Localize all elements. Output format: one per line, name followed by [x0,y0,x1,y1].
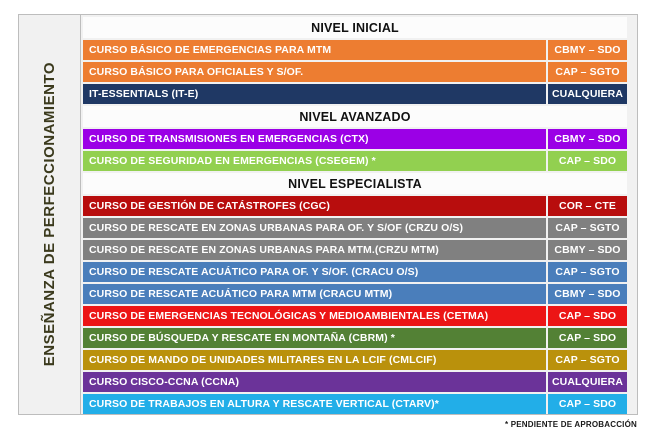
course-row: CURSO DE TRANSMISIONES EN EMERGENCIAS (C… [83,129,627,149]
course-row: CURSO DE RESCATE EN ZONAS URBANAS PARA O… [83,218,627,238]
course-row: CURSO DE GESTIÓN DE CATÁSTROFES (CGC) COR… [83,196,627,216]
course-row: CURSO DE BÚSQUEDA Y RESCATE EN MONTAÑA (… [83,328,627,348]
course-name-cell: CURSO DE RESCATE ACUÁTICO PARA OF. Y S/O… [83,262,546,282]
course-grade-cell: CAP – SDO [548,394,627,414]
course-name-cell: CURSO DE EMERGENCIAS TECNOLÓGICAS Y MEDI… [83,306,546,326]
level-header: NIVEL ESPECIALISTA [83,173,627,194]
course-name-cell: IT-ESSENTIALS (IT-E) [83,84,546,104]
rows-container: NIVEL INICIAL CURSO BÁSICO DE EMERGENCIAS… [81,15,637,414]
course-name-cell: CURSO DE RESCATE EN ZONAS URBANAS PARA O… [83,218,546,238]
course-name-cell: CURSO DE SEGURIDAD EN EMERGENCIAS (CSEGE… [83,151,546,171]
course-grade-cell: CAP – SGTO [548,62,627,82]
course-name-cell: CURSO BÁSICO PARA OFICIALES Y S/OF. [83,62,546,82]
course-grade-cell: CUALQUIERA [548,84,627,104]
sidebar: ENSEÑANZA DE PERFECCIONAMIENTO [19,15,81,414]
course-grade-cell: CBMY – SDO [548,40,627,60]
pending-approval-footnote: * PENDIENTE DE APROBACCIÓN [504,420,637,429]
course-row: CURSO BÁSICO PARA OFICIALES Y S/OF. CAP –… [83,62,627,82]
course-name-cell: CURSO DE TRANSMISIONES EN EMERGENCIAS (C… [83,129,546,149]
course-grade-cell: CUALQUIERA [548,372,627,392]
sidebar-vertical-title: ENSEÑANZA DE PERFECCIONAMIENTO [41,62,58,367]
course-grade-cell: CBMY – SDO [548,284,627,304]
course-row: CURSO DE MANDO DE UNIDADES MILITARES EN … [83,350,627,370]
course-name-cell: CURSO CISCO-CCNA (CCNA) [83,372,546,392]
course-grade-cell: COR – CTE [548,196,627,216]
course-row: IT-ESSENTIALS (IT-E) CUALQUIERA [83,84,627,104]
course-row: CURSO DE SEGURIDAD EN EMERGENCIAS (CSEGE… [83,151,627,171]
level-header: NIVEL AVANZADO [83,106,627,127]
course-grade-cell: CAP – SGTO [548,350,627,370]
course-name-cell: CURSO DE RESCATE EN ZONAS URBANAS PARA M… [83,240,546,260]
course-name-cell: CURSO DE GESTIÓN DE CATÁSTROFES (CGC) [83,196,546,216]
level-header: NIVEL INICIAL [83,17,627,38]
course-row: CURSO BÁSICO DE EMERGENCIAS PARA MTM CBMY… [83,40,627,60]
course-name-cell: CURSO BÁSICO DE EMERGENCIAS PARA MTM [83,40,546,60]
course-grade-cell: CBMY – SDO [548,129,627,149]
course-grade-cell: CAP – SDO [548,328,627,348]
course-row: CURSO DE RESCATE ACUÁTICO PARA OF. Y S/O… [83,262,627,282]
course-grade-cell: CBMY – SDO [548,240,627,260]
courses-table: ENSEÑANZA DE PERFECCIONAMIENTO NIVEL INI… [18,14,638,415]
course-row: CURSO DE RESCATE EN ZONAS URBANAS PARA M… [83,240,627,260]
course-name-cell: CURSO DE TRABAJOS EN ALTURA Y RESCATE VE… [83,394,546,414]
course-grade-cell: CAP – SDO [548,151,627,171]
course-row: CURSO CISCO-CCNA (CCNA) CUALQUIERA [83,372,627,392]
course-row: CURSO DE TRABAJOS EN ALTURA Y RESCATE VE… [83,394,627,414]
course-name-cell: CURSO DE BÚSQUEDA Y RESCATE EN MONTAÑA (… [83,328,546,348]
course-grade-cell: CAP – SDO [548,306,627,326]
course-name-cell: CURSO DE RESCATE ACUÁTICO PARA MTM (CRAC… [83,284,546,304]
course-row: CURSO DE RESCATE ACUÁTICO PARA MTM (CRAC… [83,284,627,304]
course-grade-cell: CAP – SGTO [548,218,627,238]
course-grade-cell: CAP – SGTO [548,262,627,282]
course-row: CURSO DE EMERGENCIAS TECNOLÓGICAS Y MEDI… [83,306,627,326]
course-name-cell: CURSO DE MANDO DE UNIDADES MILITARES EN … [83,350,546,370]
